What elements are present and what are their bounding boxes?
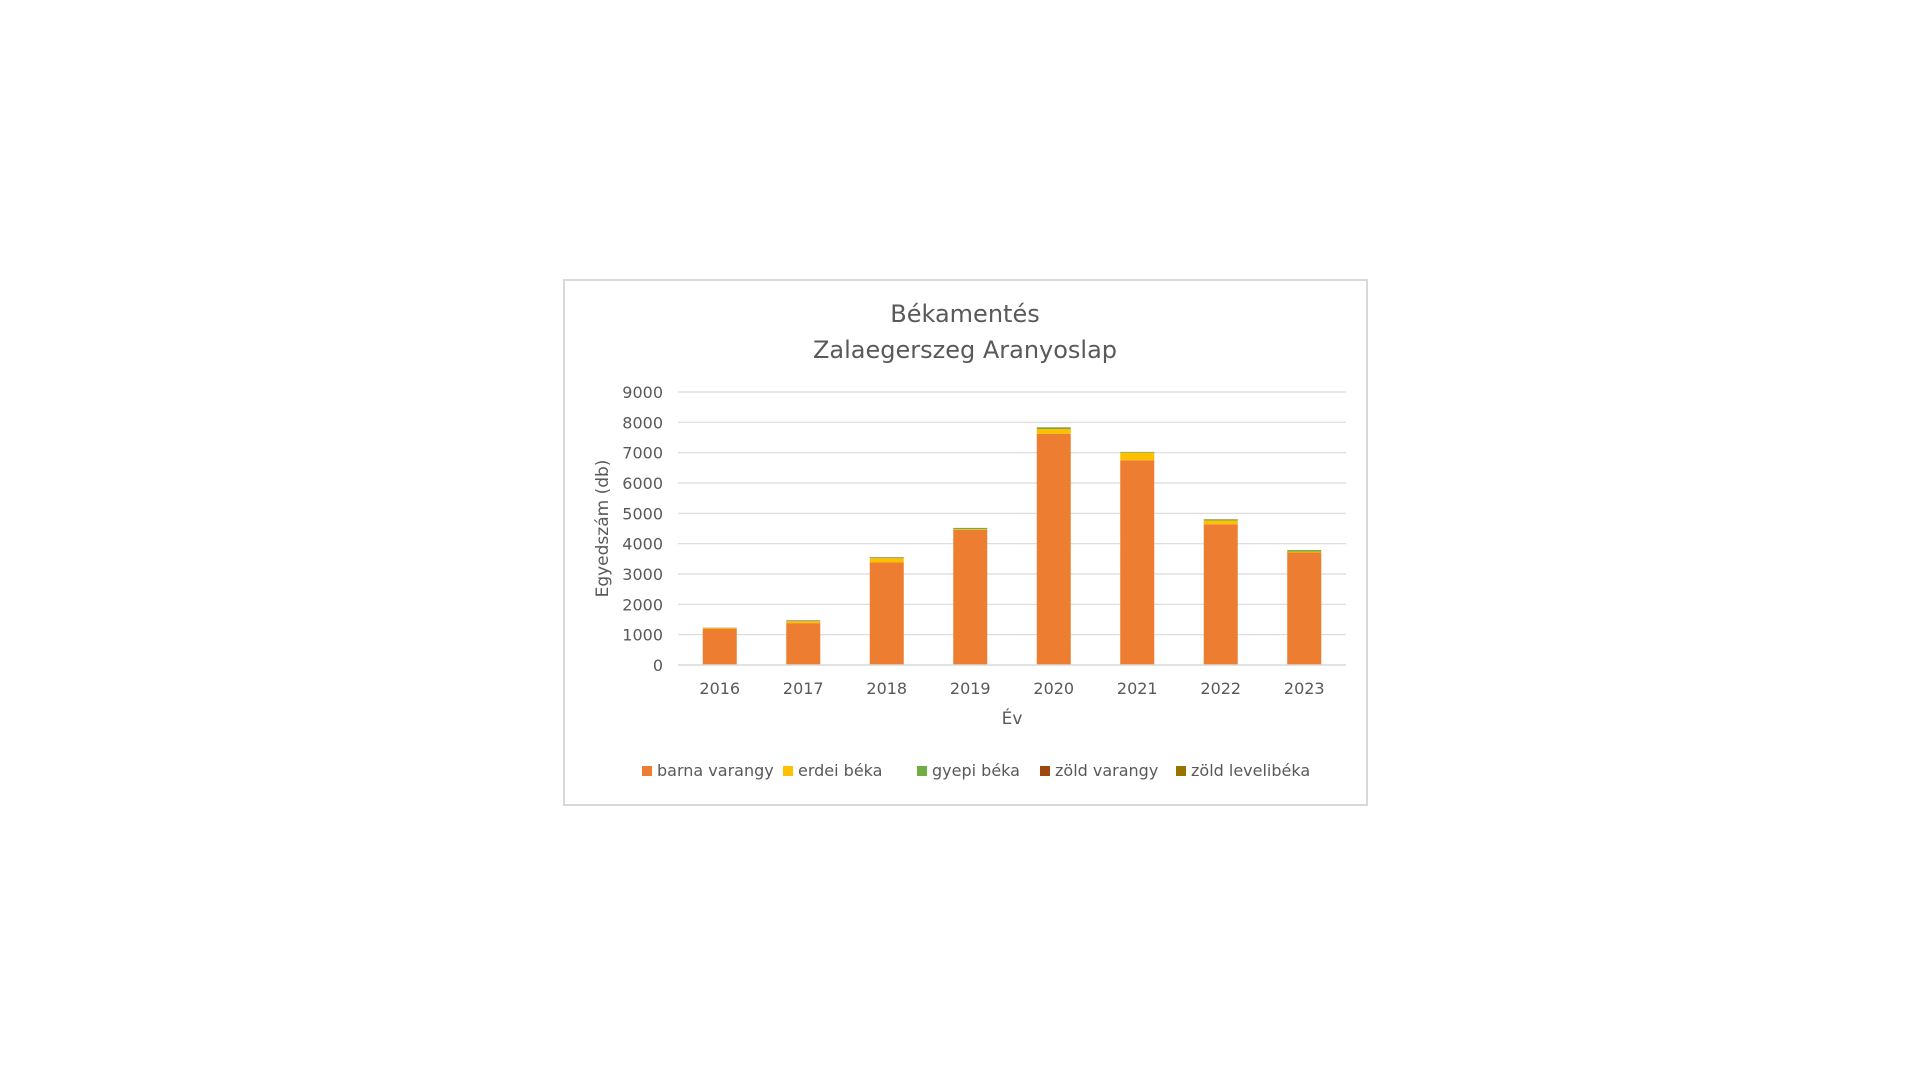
chart-title-line-1: Békamentés — [890, 300, 1039, 328]
x-tick-label: 2023 — [1284, 679, 1325, 698]
y-axis-title: Egyedszám (db) — [593, 460, 613, 598]
bar-segment — [1036, 429, 1071, 434]
y-tick-label: 7000 — [622, 444, 663, 463]
y-tick-label: 4000 — [622, 535, 663, 554]
bar-segment — [1120, 452, 1155, 461]
bar-segment — [1287, 550, 1322, 552]
legend: barna varangy erdei béka gyepi béka zöld va… — [642, 761, 1310, 780]
bar-segment — [786, 621, 821, 624]
bar-segment — [702, 627, 737, 629]
bar-segment — [1203, 524, 1238, 665]
x-axis-ticks: 2016 2017 2018 2019 2020 2021 2022 2023 — [699, 679, 1324, 698]
y-tick-label: 0 — [653, 656, 663, 675]
x-tick-label: 2018 — [866, 679, 907, 698]
y-tick-label: 6000 — [622, 474, 663, 493]
bar-segment — [786, 623, 821, 665]
x-tick-label: 2022 — [1200, 679, 1241, 698]
chart-title-line-2: Zalaegerszeg Aranyoslap — [813, 336, 1117, 364]
x-tick-label: 2019 — [950, 679, 991, 698]
y-axis-ticks: 0 1000 2000 3000 4000 5000 6000 7000 8000 9000 — [622, 383, 663, 675]
bar-segment — [953, 529, 988, 530]
bar-segment — [953, 527, 988, 530]
chart-title: Békamentés Zalaegerszeg Aranyoslap — [813, 300, 1117, 364]
legend-swatch — [642, 766, 652, 776]
legend-label: erdei béka — [798, 761, 882, 780]
x-axis-title: Év — [1002, 707, 1023, 729]
bar-segment — [1036, 427, 1071, 430]
bar-segment — [702, 628, 737, 665]
y-tick-label: 8000 — [622, 413, 663, 432]
chart-canvas: Békamentés Zalaegerszeg Aranyoslap 0 1000… — [593, 300, 1346, 780]
bars — [702, 427, 1322, 665]
y-tick-label: 1000 — [622, 626, 663, 645]
bar-segment — [869, 557, 904, 559]
bar-segment — [1120, 460, 1155, 665]
bar-segment — [1287, 552, 1322, 665]
x-tick-label: 2016 — [699, 679, 740, 698]
chart-frame: Békamentés Zalaegerszeg Aranyoslap 0 1000… — [563, 279, 1368, 806]
bar-segment — [953, 529, 988, 665]
legend-swatch — [1040, 766, 1050, 776]
bar-segment — [1287, 551, 1322, 553]
legend-label: zöld levelibéka — [1191, 761, 1310, 780]
x-tick-label: 2020 — [1033, 679, 1074, 698]
legend-swatch — [783, 766, 793, 776]
bar-segment — [869, 558, 904, 563]
x-tick-label: 2021 — [1117, 679, 1158, 698]
bar-segment — [786, 620, 821, 622]
legend-label: barna varangy — [657, 761, 774, 780]
x-tick-label: 2017 — [783, 679, 824, 698]
bar-segment — [1203, 519, 1238, 521]
legend-swatch — [917, 766, 927, 776]
legend-label: zöld varangy — [1055, 761, 1158, 780]
bar-segment — [1036, 433, 1071, 665]
bar-segment — [869, 562, 904, 665]
bar-segment — [1120, 452, 1155, 453]
gridlines — [678, 391, 1346, 636]
bar-segment — [1203, 520, 1238, 525]
legend-label: gyepi béka — [932, 761, 1020, 780]
y-tick-label: 2000 — [622, 595, 663, 614]
y-tick-label: 9000 — [622, 383, 663, 402]
legend-swatch — [1176, 766, 1186, 776]
y-tick-label: 3000 — [622, 565, 663, 584]
y-tick-label: 5000 — [622, 504, 663, 523]
